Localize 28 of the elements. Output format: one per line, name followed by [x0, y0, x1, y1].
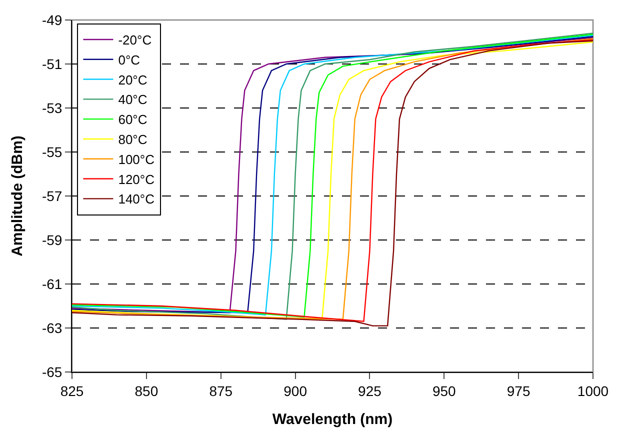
y-tick-label: -63: [42, 320, 62, 336]
y-tick-label: -59: [42, 232, 62, 248]
legend-label: 140°C: [118, 192, 154, 207]
legend-label: -20°C: [118, 32, 152, 48]
legend-label: 60°C: [118, 112, 148, 128]
y-tick-label: -61: [42, 276, 62, 292]
x-tick-label: 975: [506, 382, 530, 399]
y-tick-label: -57: [42, 188, 62, 204]
x-tick-label: 875: [209, 382, 233, 399]
legend-label: 20°C: [118, 72, 148, 88]
x-tick-label: 825: [60, 382, 84, 399]
legend-label: 80°C: [118, 132, 148, 148]
legend-label: 120°C: [118, 172, 154, 187]
x-tick-label: 925: [358, 382, 382, 399]
y-axis-title: Amplitude (dBm): [9, 136, 26, 256]
x-axis-title: Wavelength (nm): [272, 410, 393, 428]
y-tick-label: -53: [42, 100, 62, 116]
y-tick-label: -49: [42, 12, 62, 28]
y-tick-label: -55: [42, 144, 62, 160]
x-tick-label: 950: [432, 382, 456, 399]
legend-label: 100°C: [118, 152, 154, 167]
legend-label: 40°C: [118, 92, 148, 108]
y-tick-label: -65: [42, 364, 62, 380]
legend-label: 0°C: [118, 52, 140, 68]
x-tick-label: 1000: [577, 382, 609, 399]
x-tick-label: 900: [284, 382, 308, 399]
y-tick-label: -51: [42, 56, 62, 72]
x-tick-label: 850: [134, 382, 158, 399]
